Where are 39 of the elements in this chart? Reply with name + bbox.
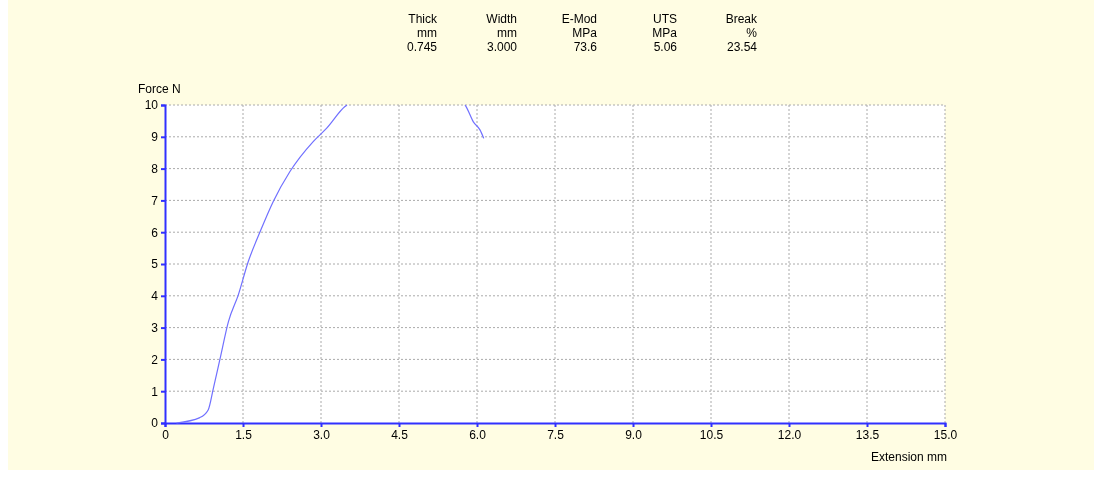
y-tick-label: 9 (151, 130, 159, 145)
y-tick-label: 0 (151, 416, 159, 431)
y-tick-label: 2 (151, 352, 159, 367)
x-tick-label: 3.0 (313, 427, 331, 442)
text: 3.000 (486, 40, 518, 54)
x-tick-label: 12.0 (777, 427, 802, 442)
x-tick-label: 13.5 (855, 427, 880, 442)
x-tick-label: 4.5 (391, 427, 409, 442)
text: 23.54 (726, 40, 758, 54)
text: E-Mod (561, 12, 597, 26)
x-tick-label: 7.5 (547, 427, 565, 442)
text: mm (417, 26, 437, 40)
text: Width (486, 12, 517, 26)
text: % (746, 26, 758, 40)
x-tick-label: 9.0 (625, 427, 643, 442)
text: 73.6 (573, 40, 598, 54)
y-tick-label: 6 (151, 225, 159, 240)
x-tick-label: 0 (162, 427, 170, 442)
text: mm (497, 26, 517, 40)
x-axis-title: Extension mm (870, 450, 947, 464)
text: 0.745 (406, 40, 438, 54)
y-axis-title: Force N (138, 82, 181, 96)
x-tick-label: 6.0 (469, 427, 487, 442)
text: 5.06 (653, 40, 678, 54)
y-tick-label: 3 (151, 320, 159, 335)
y-tick-label: 1 (151, 384, 159, 399)
text: MPa (572, 26, 598, 40)
text: Thick (408, 12, 438, 26)
x-tick-label: 15.0 (933, 427, 958, 442)
y-tick-label: 5 (151, 257, 159, 272)
y-tick-label: 7 (151, 193, 159, 208)
text: Break (725, 12, 758, 26)
text: UTS (653, 12, 677, 26)
x-tick-label: 1.5 (235, 427, 253, 442)
text: MPa (652, 26, 678, 40)
x-tick-label: 10.5 (699, 427, 724, 442)
y-tick-label: 10 (144, 98, 159, 113)
y-tick-label: 4 (151, 289, 159, 304)
y-tick-label: 8 (151, 161, 159, 176)
